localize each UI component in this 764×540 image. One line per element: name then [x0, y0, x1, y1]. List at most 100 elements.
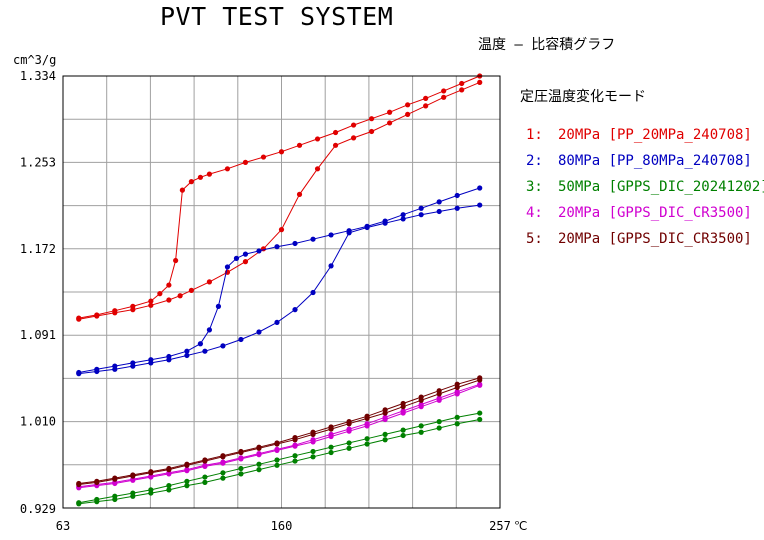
data-point [436, 419, 442, 425]
data-point [166, 282, 172, 288]
series-line [78, 81, 480, 320]
data-point [274, 446, 280, 452]
data-point [400, 212, 406, 218]
grid-lines [63, 76, 500, 508]
data-point [382, 414, 388, 420]
data-point [148, 357, 154, 363]
data-point [328, 431, 334, 437]
legend: 1: 20MPa [PP_20MPa_240708] 2: 80MPa [PP_80M… [526, 122, 764, 252]
data-point [454, 205, 460, 211]
data-point [454, 192, 460, 199]
data-point [206, 171, 213, 177]
data-point [220, 453, 226, 459]
data-point [224, 264, 231, 270]
data-point [188, 179, 194, 185]
data-point [296, 191, 303, 197]
legend-index: 4: [526, 205, 543, 221]
data-point [400, 400, 406, 407]
axes [62, 75, 501, 509]
data-point [166, 465, 172, 472]
data-point [184, 467, 190, 473]
data-point [328, 424, 334, 430]
data-point [436, 208, 442, 215]
data-point [292, 453, 298, 459]
y-tick-label: 1.253 [20, 155, 56, 169]
data-point [256, 248, 262, 254]
data-point [274, 462, 280, 468]
data-point [310, 236, 316, 242]
data-point [94, 496, 100, 503]
data-point [238, 465, 244, 472]
data-point [346, 419, 352, 425]
data-point [202, 457, 208, 463]
data-point [202, 474, 208, 480]
data-point [76, 480, 82, 487]
data-point [418, 205, 424, 211]
data-point [364, 421, 370, 427]
data-point [256, 444, 262, 450]
data-point [76, 315, 82, 321]
data-point [292, 435, 298, 441]
x-tick-label: 160 [271, 519, 293, 533]
data-point [215, 303, 222, 309]
data-point [328, 232, 334, 238]
data-point [454, 381, 460, 387]
data-point [206, 327, 213, 333]
data-point [454, 389, 460, 395]
data-point [400, 408, 406, 414]
data-point [477, 202, 483, 208]
data-point [346, 426, 352, 432]
data-point [405, 111, 411, 117]
data-point [166, 483, 172, 489]
data-point [184, 461, 190, 467]
data-point [459, 87, 465, 93]
data-point [454, 414, 460, 420]
data-point [202, 462, 208, 468]
data-point [238, 455, 244, 461]
data-point [346, 440, 352, 446]
data-point [238, 471, 244, 477]
data-point [278, 149, 285, 155]
data-point [400, 427, 406, 433]
data-point [148, 469, 154, 475]
data-point [260, 154, 267, 160]
data-point [310, 454, 316, 460]
data-point [477, 375, 483, 381]
data-point [148, 302, 154, 308]
x-tick-label: 257 [489, 519, 511, 533]
data-point [197, 174, 204, 180]
data-point [112, 363, 118, 369]
data-point [112, 308, 118, 314]
data-point [166, 297, 172, 303]
data-point [206, 279, 213, 285]
data-point [184, 348, 190, 354]
y-tick-label: 1.091 [20, 328, 56, 342]
legend-index: 1: [526, 127, 543, 143]
data-point [441, 94, 447, 100]
legend-item-2: 2: 80MPa [PP_80MPa_240708] [526, 148, 764, 174]
data-point [436, 425, 442, 431]
data-point [76, 369, 82, 376]
legend-item-5: 5: 20MPa [GPPS_DIC_CR3500] [526, 226, 764, 252]
data-point [418, 212, 424, 218]
data-point [332, 129, 339, 136]
data-point [350, 135, 357, 141]
data-point [382, 431, 388, 437]
legend-item-1: 1: 20MPa [PP_20MPa_240708] [526, 122, 764, 148]
data-point [387, 109, 393, 115]
data-point [112, 493, 118, 499]
y-tick-label: 1.172 [20, 242, 56, 256]
y-tick-label: 0.929 [20, 502, 56, 516]
data-point [242, 159, 249, 165]
data-point [310, 429, 316, 435]
data-point [454, 421, 460, 427]
data-point [369, 116, 375, 122]
data-point [310, 437, 316, 443]
data-point [177, 293, 183, 299]
data-point [328, 263, 334, 269]
legend-index: 2: [526, 153, 543, 169]
data-point [274, 440, 280, 446]
data-point [274, 244, 280, 250]
chart-subtitle: 温度 – 比容積グラフ [478, 37, 616, 53]
y-tick-label: 1.334 [20, 69, 56, 83]
